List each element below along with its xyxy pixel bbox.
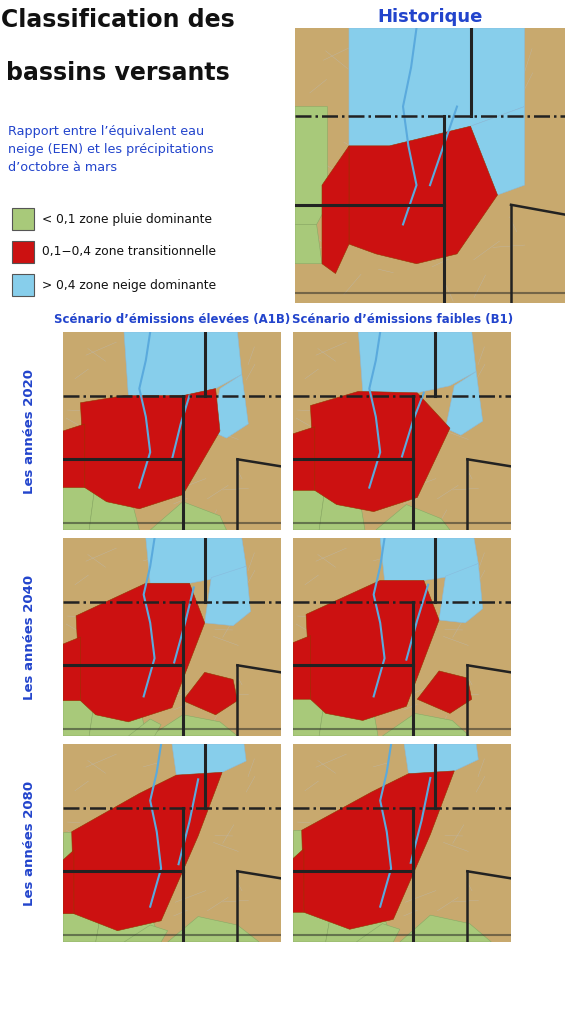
Text: Classification des: Classification des: [1, 8, 235, 33]
Polygon shape: [293, 685, 325, 736]
Polygon shape: [356, 924, 400, 942]
Polygon shape: [183, 673, 237, 715]
Polygon shape: [295, 106, 327, 224]
Polygon shape: [63, 850, 74, 913]
Polygon shape: [293, 898, 332, 942]
Text: Scénario d’émissions élevées (A1B): Scénario d’émissions élevées (A1B): [54, 312, 291, 326]
Polygon shape: [96, 906, 161, 942]
Polygon shape: [293, 830, 304, 858]
Polygon shape: [89, 693, 146, 736]
FancyBboxPatch shape: [13, 241, 33, 263]
Polygon shape: [310, 391, 450, 512]
Polygon shape: [457, 106, 524, 195]
Text: 0,1−0,4 zone transitionnelle: 0,1−0,4 zone transitionnelle: [42, 246, 216, 258]
Polygon shape: [168, 916, 259, 942]
Polygon shape: [150, 502, 227, 530]
Text: Les années 2080: Les années 2080: [23, 780, 36, 905]
Polygon shape: [63, 686, 96, 736]
Polygon shape: [319, 692, 378, 736]
Polygon shape: [80, 388, 220, 509]
Polygon shape: [302, 771, 454, 929]
Polygon shape: [325, 905, 394, 942]
Text: Rapport entre l’équivalent eau
neige (EEN) et les précipitations
d’octobre à mar: Rapport entre l’équivalent eau neige (EE…: [8, 125, 213, 174]
Polygon shape: [306, 581, 439, 721]
Polygon shape: [404, 744, 478, 774]
Text: Les années 2020: Les années 2020: [23, 369, 36, 494]
Polygon shape: [319, 483, 365, 530]
Polygon shape: [172, 744, 246, 775]
Polygon shape: [63, 424, 85, 487]
Polygon shape: [322, 145, 349, 273]
Polygon shape: [63, 899, 102, 942]
Polygon shape: [349, 126, 497, 264]
Polygon shape: [358, 332, 476, 393]
Polygon shape: [376, 505, 450, 530]
Polygon shape: [124, 332, 242, 395]
Text: > 0,4 zone neige dominante: > 0,4 zone neige dominante: [42, 279, 216, 292]
Polygon shape: [380, 538, 478, 581]
Polygon shape: [211, 375, 248, 438]
Polygon shape: [400, 915, 492, 942]
Polygon shape: [293, 849, 304, 912]
Polygon shape: [293, 427, 315, 490]
Polygon shape: [293, 636, 310, 699]
Polygon shape: [146, 538, 246, 584]
Polygon shape: [76, 584, 205, 722]
Polygon shape: [63, 831, 74, 860]
Polygon shape: [150, 715, 237, 736]
Polygon shape: [63, 637, 80, 700]
Polygon shape: [295, 224, 322, 264]
Polygon shape: [89, 480, 139, 530]
Polygon shape: [63, 473, 96, 530]
Polygon shape: [129, 719, 161, 736]
Polygon shape: [383, 714, 470, 736]
Polygon shape: [417, 671, 472, 714]
Polygon shape: [72, 772, 222, 931]
Polygon shape: [445, 372, 482, 435]
Text: Historique: Historique: [377, 8, 483, 26]
FancyBboxPatch shape: [13, 273, 33, 296]
Polygon shape: [439, 563, 482, 623]
Polygon shape: [293, 476, 325, 530]
FancyBboxPatch shape: [13, 208, 33, 230]
Polygon shape: [349, 28, 524, 145]
Text: Scénario d’émissions faibles (B1): Scénario d’émissions faibles (B1): [292, 312, 513, 326]
Text: < 0,1 zone pluie dominante: < 0,1 zone pluie dominante: [42, 213, 212, 225]
Polygon shape: [124, 925, 168, 942]
Text: bassins versants: bassins versants: [6, 61, 230, 85]
Text: Les années 2040: Les années 2040: [23, 574, 36, 699]
Polygon shape: [205, 566, 250, 626]
